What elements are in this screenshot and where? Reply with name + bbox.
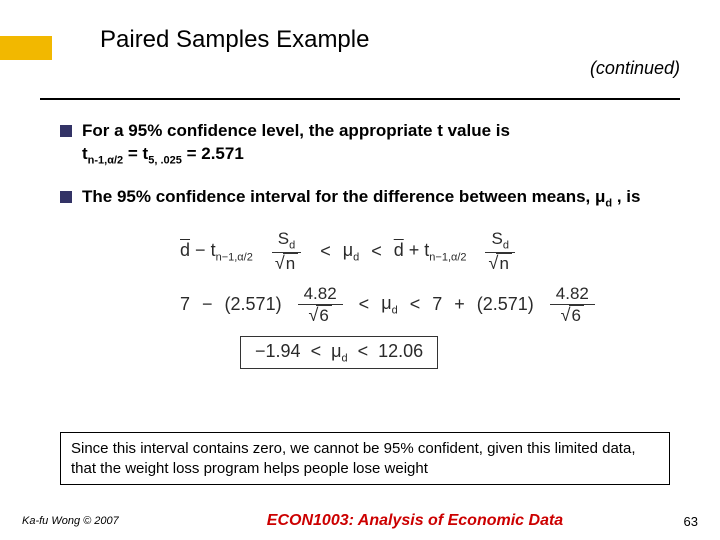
frac-num-2: 4.82 √6 bbox=[550, 284, 595, 326]
footer-course: ECON1003: Analysis of Economic Data bbox=[172, 512, 658, 530]
bullet-1: For a 95% confidence level, the appropri… bbox=[60, 120, 670, 168]
b1-eq2: = 2.571 bbox=[182, 144, 244, 163]
lt5: < bbox=[311, 341, 322, 361]
Sd2: S bbox=[491, 229, 502, 248]
accent-bar bbox=[0, 36, 52, 60]
b2-main: The 95% confidence interval for the diff… bbox=[82, 187, 605, 206]
frac-num-1: 4.82 √6 bbox=[298, 284, 343, 326]
b1-eq1: = t bbox=[123, 144, 148, 163]
title-underline bbox=[40, 98, 680, 100]
sdv2: 4.82 bbox=[550, 284, 595, 305]
Sd-sub: d bbox=[289, 240, 295, 252]
b1-sub2: 5, .025 bbox=[148, 154, 182, 166]
lt2: < bbox=[371, 241, 382, 262]
mu-sub2: d bbox=[392, 305, 398, 317]
title-region: Paired Samples Example bbox=[100, 26, 680, 54]
formula-block: d − tn−1,α/2 Sd √n < μd < d + tn−1,α/2 S… bbox=[180, 229, 670, 369]
lt6: < bbox=[358, 341, 369, 361]
plus: + bbox=[409, 240, 420, 260]
conclusion-text: Since this interval contains zero, we ca… bbox=[71, 440, 636, 477]
t-sub2: n−1,α/2 bbox=[429, 251, 466, 263]
result-box: −1.94 < μd < 12.06 bbox=[240, 336, 438, 370]
t-sub: n−1,α/2 bbox=[216, 251, 253, 263]
footer-author: Ka-fu Wong © 2007 bbox=[22, 515, 172, 527]
mu-sub3: d bbox=[341, 352, 347, 364]
lt4: < bbox=[410, 294, 421, 315]
tv2: 2.571 bbox=[483, 294, 528, 314]
conclusion-box: Since this interval contains zero, we ca… bbox=[60, 432, 670, 485]
footer: Ka-fu Wong © 2007 ECON1003: Analysis of … bbox=[0, 512, 720, 530]
sqrt-n2: n bbox=[496, 253, 511, 274]
dbar2: d bbox=[394, 240, 404, 260]
bullet-1-text: For a 95% confidence level, the appropri… bbox=[82, 120, 510, 168]
b1-sub1: n-1,α/2 bbox=[88, 154, 124, 166]
f1-left: d − tn−1,α/2 bbox=[180, 240, 253, 264]
tv: 2.571 bbox=[231, 294, 276, 314]
bullet-2: The 95% confidence interval for the diff… bbox=[60, 186, 670, 211]
mu-sub: d bbox=[353, 251, 359, 263]
formula-row-3: −1.94 < μd < 12.06 bbox=[240, 336, 670, 370]
b1-line1: For a 95% confidence level, the appropri… bbox=[82, 121, 510, 140]
seven2: 7 bbox=[432, 294, 442, 315]
footer-page-number: 63 bbox=[658, 514, 698, 529]
lt3: < bbox=[359, 294, 370, 315]
sqrt6a: 6 bbox=[316, 305, 331, 326]
dbar: d bbox=[180, 240, 190, 260]
bullet-square-icon bbox=[60, 125, 72, 137]
pc: ) bbox=[276, 294, 282, 314]
sqrt6b: 6 bbox=[569, 305, 584, 326]
minus2: − bbox=[202, 294, 213, 315]
bullet-square-icon bbox=[60, 191, 72, 203]
mu2: μ bbox=[381, 293, 391, 313]
mu: μ bbox=[343, 240, 353, 260]
sdv1: 4.82 bbox=[298, 284, 343, 305]
bullet-2-text: The 95% confidence interval for the diff… bbox=[82, 186, 640, 211]
Sd-sub2: d bbox=[503, 240, 509, 252]
mu3: μ bbox=[331, 341, 341, 361]
formula-row-2: 7 − (2.571) 4.82 √6 < μd < 7 + (2.571) 4… bbox=[180, 284, 670, 326]
slide-title: Paired Samples Example bbox=[100, 26, 680, 54]
lt1: < bbox=[320, 241, 331, 262]
continued-label: (continued) bbox=[590, 58, 680, 79]
sqrt-n: n bbox=[283, 253, 298, 274]
frac-sd-n-2: Sd √n bbox=[483, 229, 518, 273]
formula-row-1: d − tn−1,α/2 Sd √n < μd < d + tn−1,α/2 S… bbox=[180, 229, 670, 273]
minus: − bbox=[195, 240, 206, 260]
res-hi: 12.06 bbox=[378, 341, 423, 361]
Sd: S bbox=[278, 229, 289, 248]
res-lo: −1.94 bbox=[255, 341, 301, 361]
b2-tail: , is bbox=[612, 187, 640, 206]
frac-sd-n: Sd √n bbox=[269, 229, 304, 273]
pc2: ) bbox=[528, 294, 534, 314]
seven: 7 bbox=[180, 294, 190, 315]
content-area: For a 95% confidence level, the appropri… bbox=[60, 120, 670, 379]
plus2: + bbox=[454, 294, 465, 315]
f1-right: d + tn−1,α/2 bbox=[394, 240, 467, 264]
